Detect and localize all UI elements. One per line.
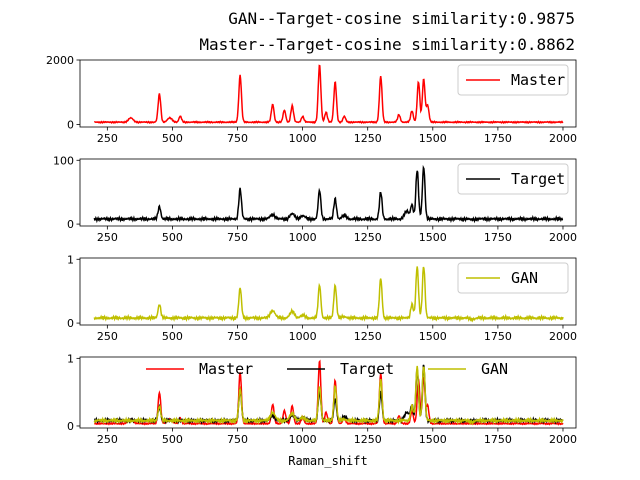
x-tick-label: 250 [97,433,118,446]
x-tick-label: 1750 [484,433,512,446]
x-tick-label: 1000 [289,433,317,446]
y-tick-label: 0 [67,317,74,330]
series-line-master [94,64,564,125]
x-tick-label: 1500 [419,330,447,343]
x-tick-label: 750 [227,433,248,446]
x-tick-label: 250 [97,231,118,244]
x-tick-label: 2000 [549,330,577,343]
x-tick-label: 1000 [289,132,317,145]
subplot-1: 250 500 750 1000 1250 1500 1750 2000 0 2000 Master [46,54,577,145]
x-tick-label: 750 [227,231,248,244]
y-tick-label: 1 [67,352,74,365]
legend-label: Master [511,71,565,89]
y-tick-label: 0 [67,118,74,131]
x-tick-label: 500 [162,433,183,446]
legend-label: GAN [511,269,538,287]
title-line-1: GAN--Target-cosine similarity:0.9875 [228,9,575,28]
axes-frame [79,356,577,429]
subplots: 250 500 750 1000 1250 1500 1750 200002000Master… [46,54,577,468]
x-tick-label: 1750 [484,330,512,343]
x-axis-label: Raman_shift [288,454,367,468]
legend-box [457,163,569,195]
x-tick-label: 1750 [484,231,512,244]
title-line-2: Master--Target-cosine similarity:0.8862 [199,35,575,54]
series-line-target [93,164,564,224]
x-tick-label: 1500 [419,433,447,446]
x-tick-label: 500 [162,231,183,244]
y-tick-label: 100 [53,154,74,167]
legend-box [457,262,569,294]
legend: Master [457,64,569,96]
x-tick-label: 1250 [354,231,382,244]
x-tick-label: 1000 [289,330,317,343]
legend-label: Target [511,170,565,188]
legend: Target [457,163,569,195]
x-tick-label: 2000 [549,433,577,446]
x-tick-label: 1250 [354,330,382,343]
axes-frame [79,158,577,227]
subplot-4: 250 500 750 1000 1250 1500 1750 2000 0 1 Master Tar… [67,352,577,468]
x-tick-label: 250 [97,330,118,343]
x-tick-label: 500 [162,330,183,343]
legend-label: Master [199,360,253,378]
legend-label: Target [340,360,394,378]
x-tick-label: 1500 [419,132,447,145]
legend: Master Target GAN [146,360,508,378]
x-tick-label: 1250 [354,132,382,145]
legend-box [457,64,569,96]
series-line-gan [93,365,564,426]
y-tick-label: 0 [67,420,74,433]
subplot-2: 250 500 750 1000 1250 1500 1750 2000 0 100 Target [53,154,577,244]
legend: GAN [457,262,569,294]
y-tick-label: 1 [67,253,74,266]
x-tick-label: 2000 [549,231,577,244]
y-tick-label: 2000 [46,54,74,67]
x-tick-label: 1750 [484,132,512,145]
series-line-gan [93,266,564,323]
x-tick-label: 750 [227,330,248,343]
x-tick-label: 2000 [549,132,577,145]
subplot-3: 250 500 750 1000 1250 1500 1750 2000 0 1 GAN [67,253,577,343]
x-tick-label: 500 [162,132,183,145]
x-tick-label: 1250 [354,433,382,446]
x-tick-label: 1000 [289,231,317,244]
y-tick-label: 0 [67,218,74,231]
x-tick-label: 750 [227,132,248,145]
axes-frame [79,59,577,128]
x-tick-label: 250 [97,132,118,145]
legend-label: GAN [481,360,508,378]
axes-frame [79,257,577,326]
x-tick-label: 1500 [419,231,447,244]
